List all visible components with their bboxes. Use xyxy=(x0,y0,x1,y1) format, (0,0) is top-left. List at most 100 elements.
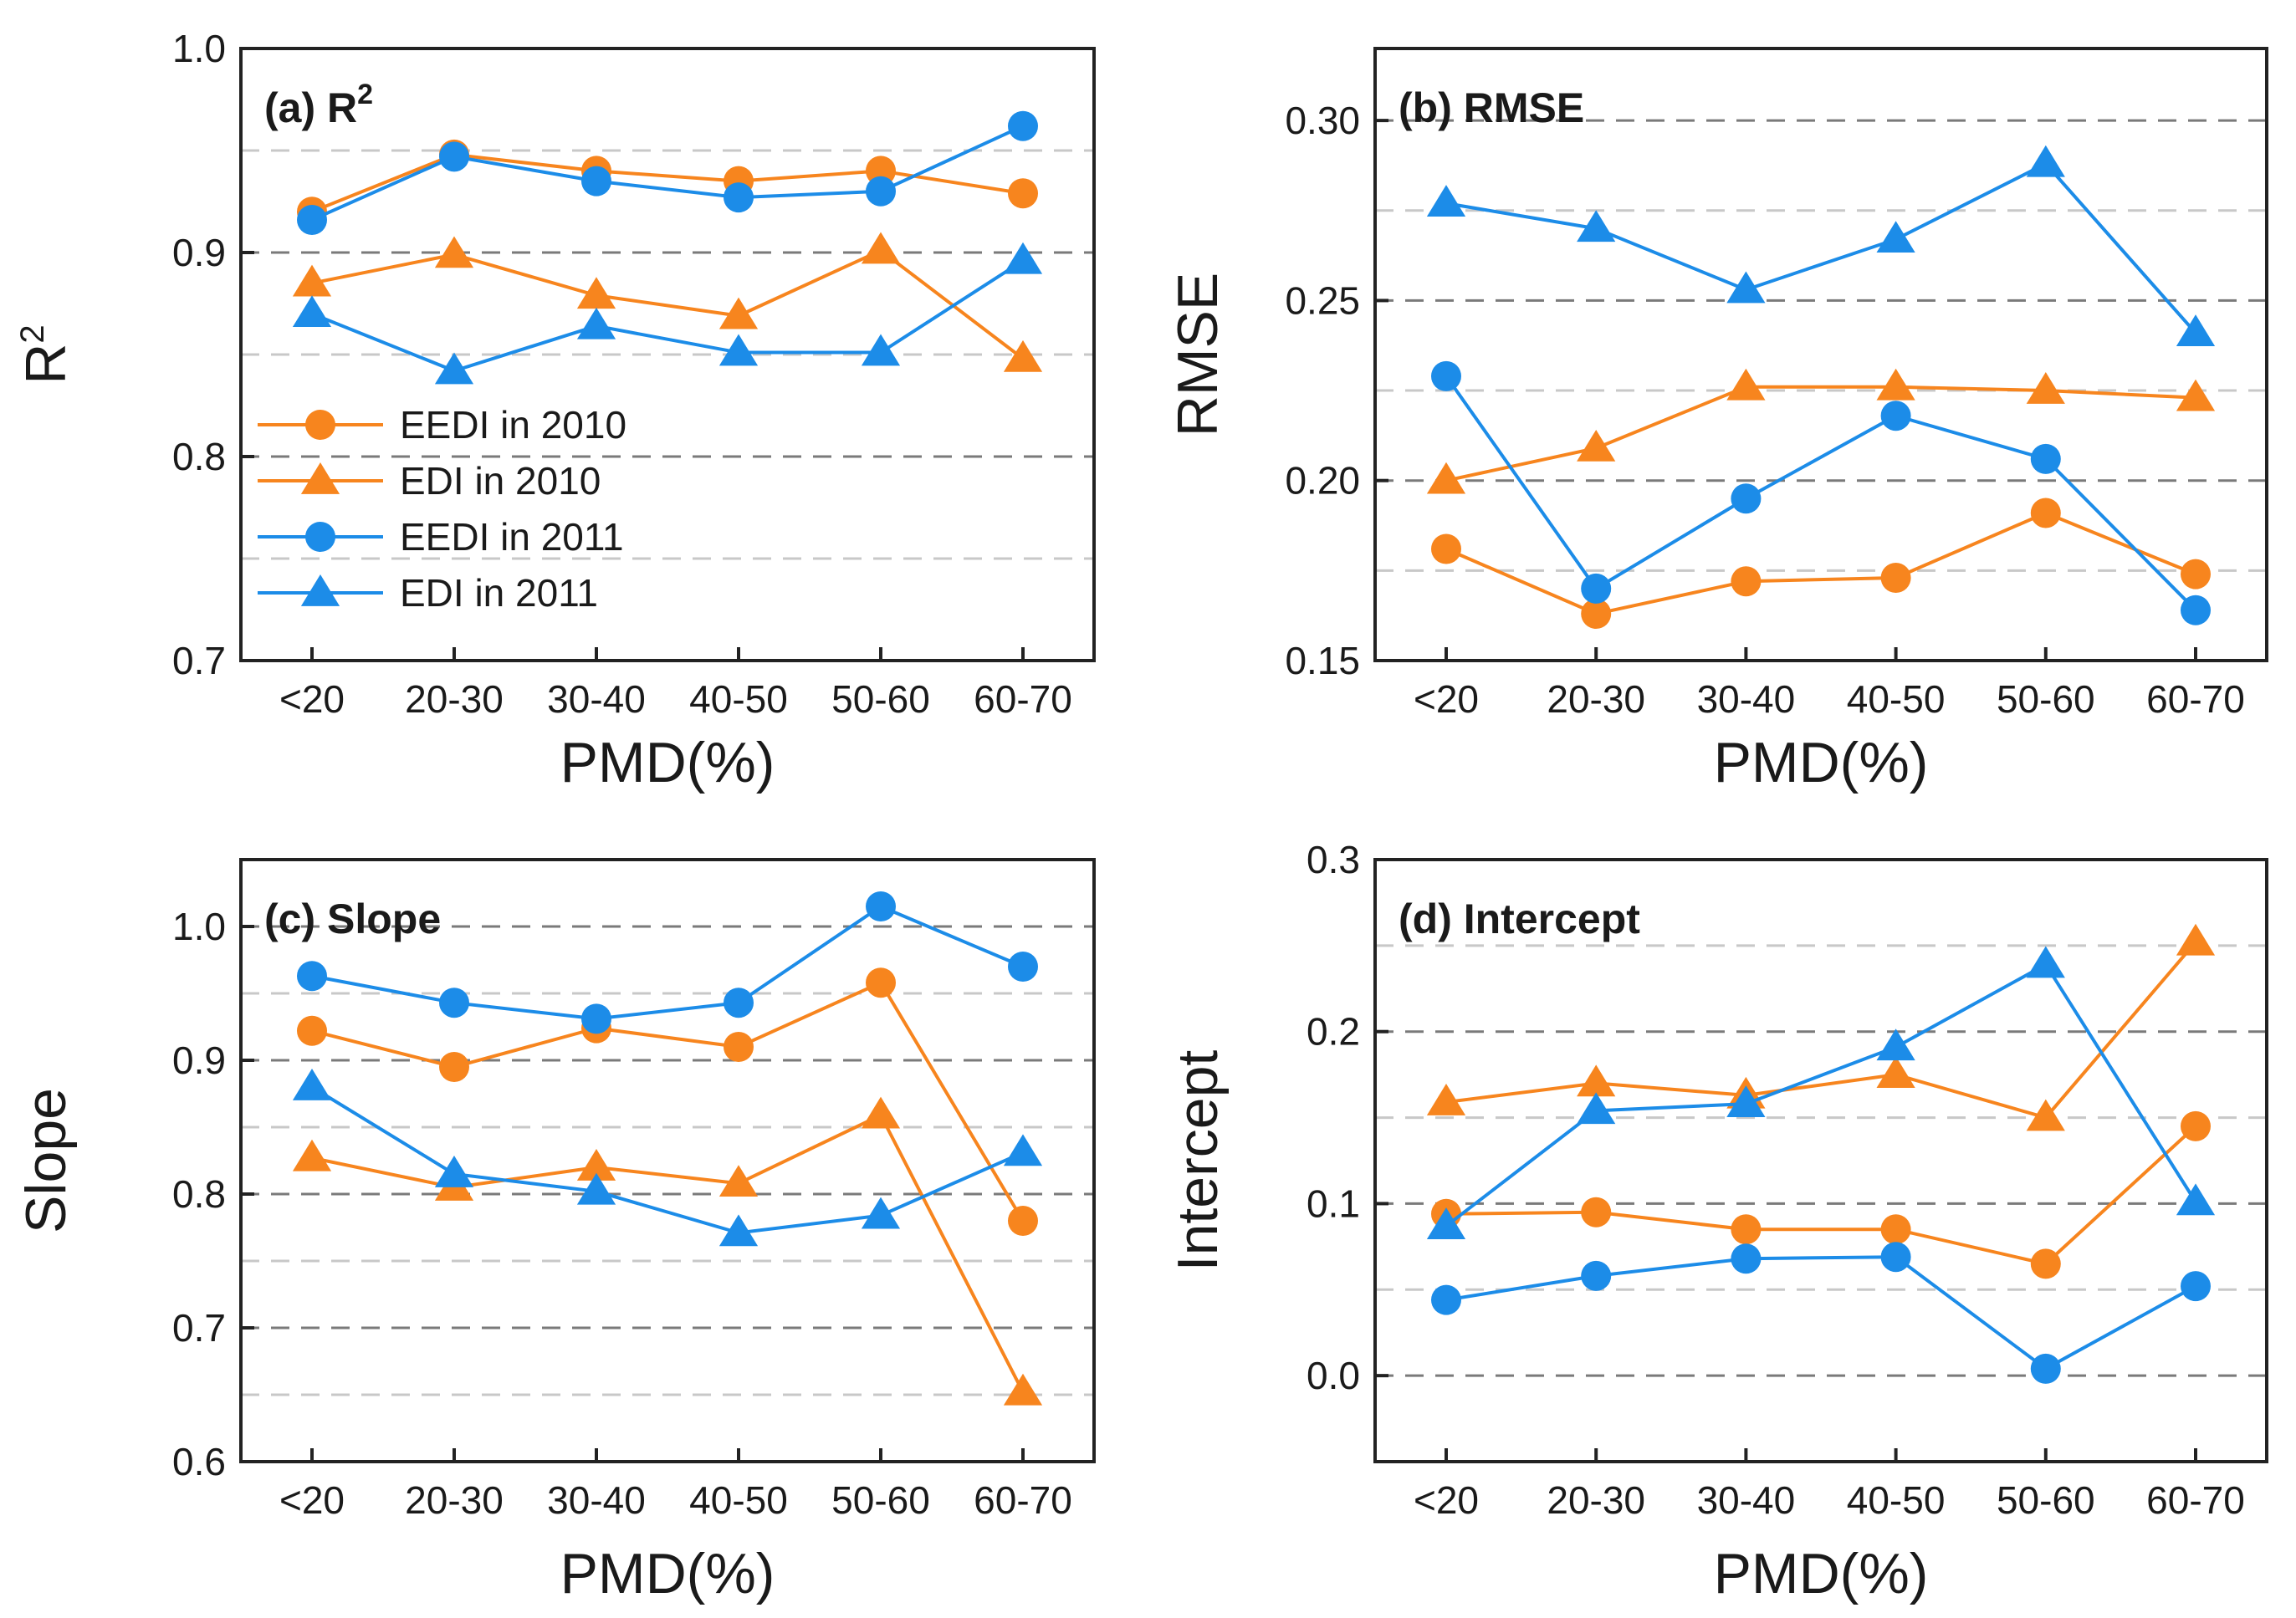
data-point xyxy=(718,334,759,366)
y-tick-label: 1.0 xyxy=(172,27,226,70)
panel-b: 0.15 0.20 0.25 0.30 <20 20-30 30-40 40-50 50-60 6… xyxy=(1166,47,2268,794)
series-line-edi-in-2011 xyxy=(310,1085,1024,1235)
y-tick-label: 0.9 xyxy=(172,1039,226,1082)
data-point xyxy=(2026,1099,2065,1131)
plot-frame xyxy=(239,858,1096,1463)
data-point xyxy=(1008,178,1038,209)
legend-label: EEDI in 2011 xyxy=(400,515,624,559)
data-point xyxy=(2181,595,2211,625)
data-point xyxy=(439,988,469,1018)
y-axis-title: Slope xyxy=(14,1088,78,1233)
data-point xyxy=(1726,368,1766,401)
legend-label: EEDI in 2010 xyxy=(400,403,626,447)
panel-title: (d) Intercept xyxy=(1399,896,1640,942)
series-line-eedi-in-2011 xyxy=(311,124,1024,222)
data-point xyxy=(861,1197,901,1229)
series-line-eedi-in-2011 xyxy=(1445,1255,2196,1371)
data-point xyxy=(866,967,896,998)
x-axis-title: PMD(%) xyxy=(560,731,775,794)
series-line-edi-in-2010 xyxy=(311,248,1025,360)
data-point xyxy=(2181,1110,2211,1141)
data-point xyxy=(2176,923,2216,956)
data-point xyxy=(1003,1134,1043,1166)
data-point xyxy=(1876,221,1915,253)
data-point xyxy=(2030,1353,2061,1384)
data-point xyxy=(861,1096,901,1129)
data-point xyxy=(866,176,896,207)
legend-marker xyxy=(305,522,335,552)
x-axis-title: PMD(%) xyxy=(560,1542,775,1605)
data-point xyxy=(576,307,616,339)
x-tick-label: 60-70 xyxy=(974,677,1072,721)
legend-marker xyxy=(300,462,340,494)
series-line-edi-in-2010 xyxy=(311,1112,1025,1393)
data-point xyxy=(292,295,332,328)
data-point xyxy=(292,1139,332,1171)
y-tick-label: 0.1 xyxy=(1307,1182,1360,1225)
data-point xyxy=(434,352,474,385)
data-point xyxy=(724,988,754,1018)
series-line-edi-in-2010 xyxy=(1445,385,2196,482)
y-tick-label: 0.20 xyxy=(1285,459,1360,503)
x-tick-label: 40-50 xyxy=(1847,677,1946,721)
data-point xyxy=(1577,210,1616,242)
data-point xyxy=(1003,1373,1043,1406)
data-point xyxy=(1426,462,1466,494)
x-tick-label: <20 xyxy=(1414,1478,1479,1522)
data-point xyxy=(1726,271,1766,304)
x-tick-label: 60-70 xyxy=(974,1478,1072,1522)
data-point xyxy=(439,1052,469,1082)
x-tick-label: 20-30 xyxy=(405,1478,504,1522)
y-tick-label: 0.2 xyxy=(1307,1010,1360,1054)
data-point xyxy=(1426,1207,1466,1240)
y-tick-label: 0.0 xyxy=(1307,1354,1360,1397)
data-point xyxy=(1876,1028,1915,1061)
panel-title: (c) Slope xyxy=(264,896,441,942)
data-point xyxy=(866,891,896,921)
data-point xyxy=(724,1032,754,1062)
data-point xyxy=(861,232,901,264)
data-point xyxy=(1876,1056,1915,1088)
data-point xyxy=(1731,566,1762,597)
data-point xyxy=(1731,1243,1762,1274)
data-point xyxy=(297,1015,327,1046)
series-line-eedi-in-2011 xyxy=(311,904,1024,1021)
x-tick-label: 30-40 xyxy=(1697,1478,1796,1522)
panel-c: 0.6 0.7 0.8 0.9 1.0 <20 20-30 30-40 40-50 50-60 60… xyxy=(14,858,1096,1605)
panel-d: 0.0 0.1 0.2 0.3 <20 20-30 30-40 40-50 50-60 60-70… xyxy=(1166,838,2268,1605)
y-tick-label: 0.7 xyxy=(172,639,226,682)
data-point xyxy=(1880,1242,1911,1273)
data-point xyxy=(2030,443,2061,474)
plot-frame xyxy=(1373,47,2268,662)
data-point xyxy=(1880,1214,1911,1245)
data-point xyxy=(1880,562,1911,593)
data-point xyxy=(1581,573,1612,604)
y-tick-label: 0.9 xyxy=(172,231,226,274)
panel-a: 0.7 0.8 0.9 1.0 <20 20-30 30-40 40-50 50-60 60-70… xyxy=(14,27,1096,794)
data-point xyxy=(1426,1084,1466,1115)
data-point xyxy=(1426,185,1466,217)
data-point xyxy=(1581,1197,1612,1228)
legend-label: EDI in 2010 xyxy=(400,459,601,503)
data-point xyxy=(292,264,332,297)
panel-title-superscript: 2 xyxy=(357,79,373,110)
series-line-eedi-in-2011 xyxy=(1445,375,2197,612)
data-point xyxy=(297,204,327,235)
x-tick-label: 20-30 xyxy=(1547,1478,1645,1522)
x-tick-label: 20-30 xyxy=(1547,677,1645,721)
y-tick-label: 0.15 xyxy=(1285,639,1360,682)
data-point xyxy=(861,334,901,366)
data-point xyxy=(2026,372,2065,404)
x-tick-label: 40-50 xyxy=(689,1478,788,1522)
x-tick-label: 50-60 xyxy=(1997,677,2095,721)
legend-marker xyxy=(300,574,340,606)
data-point xyxy=(576,277,616,309)
x-tick-label: 60-70 xyxy=(2146,677,2245,721)
data-point xyxy=(1431,360,1461,391)
legend-label: EDI in 2011 xyxy=(400,571,598,615)
x-tick-label: 20-30 xyxy=(405,677,504,721)
data-point xyxy=(1008,952,1038,982)
legend: EEDI in 2010 EDI in 2010 EEDI in 2011 EDI i… xyxy=(258,403,626,615)
x-tick-label: <20 xyxy=(1414,677,1479,721)
